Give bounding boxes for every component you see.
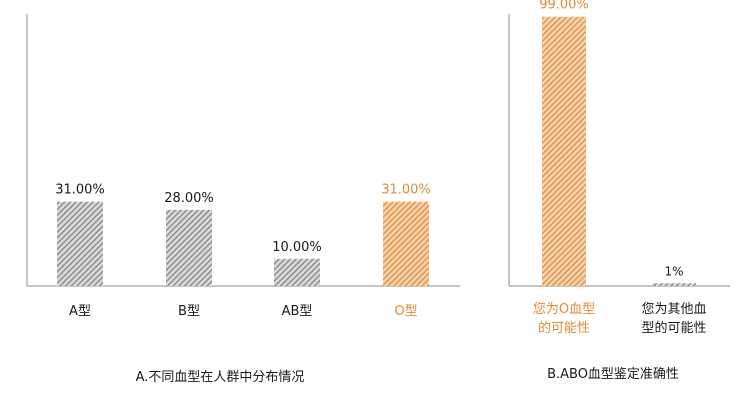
- category-label: 您为O血型: [533, 301, 595, 317]
- category-label: 型的可能性: [641, 320, 706, 336]
- bar: [652, 283, 696, 286]
- category-label: O型: [394, 304, 417, 319]
- bar-group: 31.00% A型 28.00% B型 10.00% AB型 31.00% O型: [55, 183, 431, 319]
- data-label: 1%: [664, 264, 683, 278]
- bar: [166, 209, 212, 286]
- category-label: AB型: [282, 304, 313, 319]
- data-label: 31.00%: [381, 183, 431, 198]
- chart-blood-type-distribution: 31.00% A型 28.00% B型 10.00% AB型 31.00% O型 A.不同血型…: [26, 14, 460, 385]
- category-label: 的可能性: [538, 320, 590, 336]
- data-label: 28.00%: [164, 191, 214, 206]
- bar: [57, 201, 103, 286]
- bar: [383, 201, 429, 286]
- category-label: A型: [69, 304, 91, 319]
- chart-title: B.ABO血型鉴定准确性: [547, 367, 679, 382]
- data-label: 31.00%: [55, 183, 105, 198]
- data-label: 99.00%: [539, 0, 589, 13]
- category-label: 您为其他血: [641, 301, 706, 317]
- data-label: 10.00%: [272, 240, 322, 255]
- category-label: B型: [178, 304, 200, 319]
- bar: [274, 258, 320, 286]
- bar: [542, 16, 586, 286]
- chart-title: A.不同血型在人群中分布情况: [136, 370, 305, 385]
